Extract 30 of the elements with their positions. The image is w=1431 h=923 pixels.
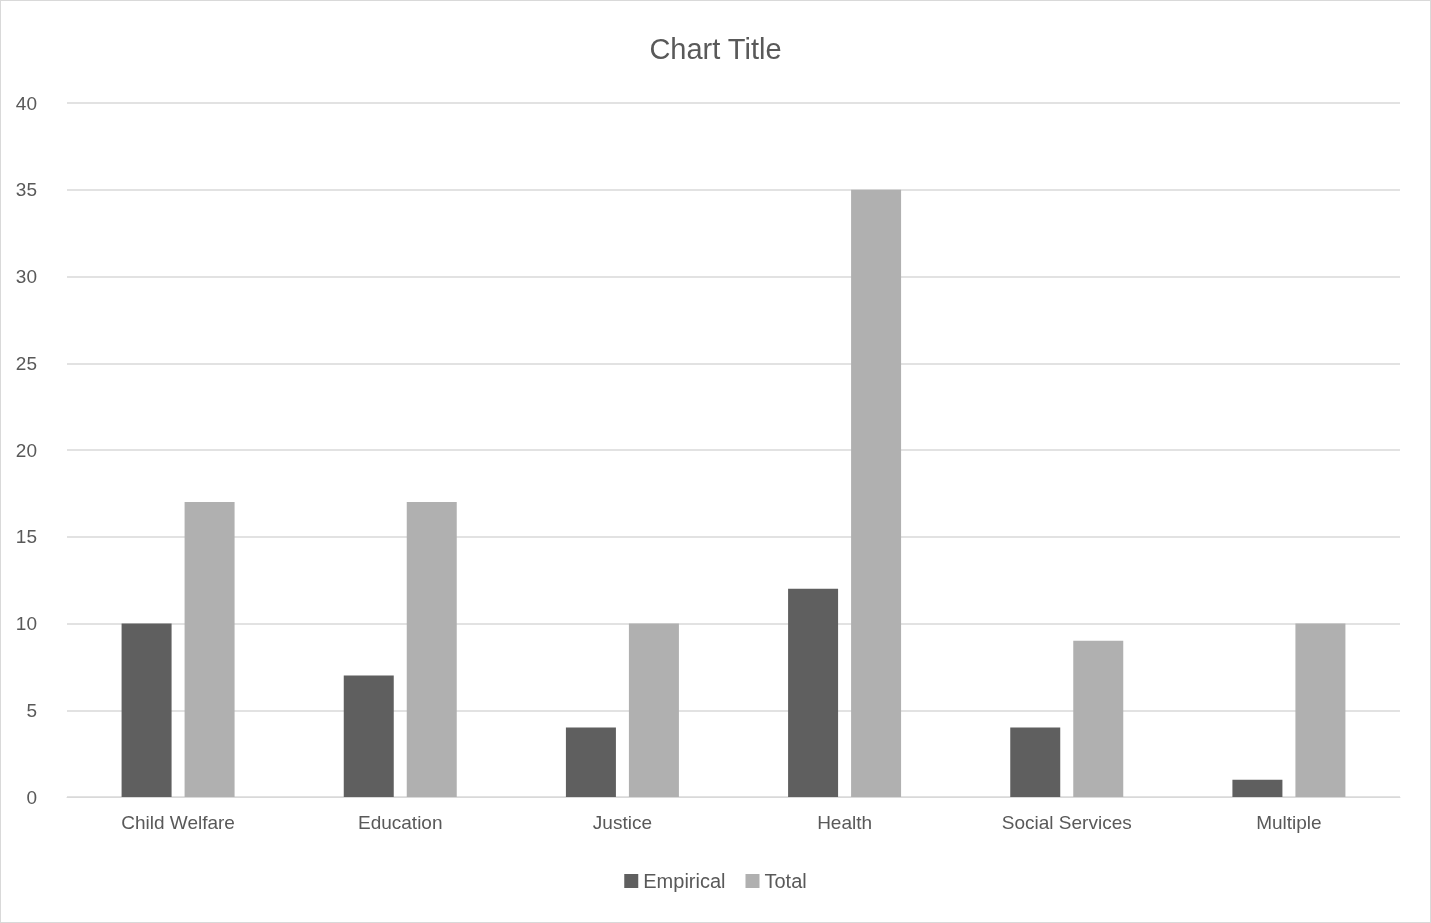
y-tick-label: 30 [15, 266, 37, 287]
y-tick-label: 25 [15, 352, 37, 374]
y-tick-label: 15 [15, 526, 37, 548]
bar [565, 727, 616, 797]
bar [121, 623, 172, 797]
legend-label: Total [764, 870, 807, 892]
bar [628, 623, 679, 797]
y-tick-label: 35 [15, 179, 37, 201]
bar [1010, 727, 1061, 797]
y-tick-label: 40 [15, 92, 37, 114]
bar [343, 675, 394, 797]
x-tick-label: Education [357, 812, 443, 833]
x-tick-label: Social Services [1001, 812, 1132, 833]
bar [1232, 779, 1283, 797]
y-tick-label: 20 [15, 439, 37, 461]
x-tick-label: Child Welfare [121, 812, 235, 833]
chart-title: Chart Title [649, 32, 782, 65]
x-tick-label: Multiple [1256, 812, 1322, 833]
bar [788, 588, 839, 797]
y-tick-label: 5 [26, 699, 37, 721]
y-tick-label: 10 [15, 613, 37, 634]
x-tick-label: Justice [592, 812, 652, 833]
bar [406, 502, 457, 797]
bar [851, 189, 902, 797]
bar [1073, 640, 1124, 797]
x-tick-label: Health [817, 812, 873, 833]
bar [1295, 623, 1346, 797]
y-tick-label: 0 [26, 786, 37, 808]
legend-label: Empirical [643, 870, 726, 892]
bar [184, 502, 235, 797]
